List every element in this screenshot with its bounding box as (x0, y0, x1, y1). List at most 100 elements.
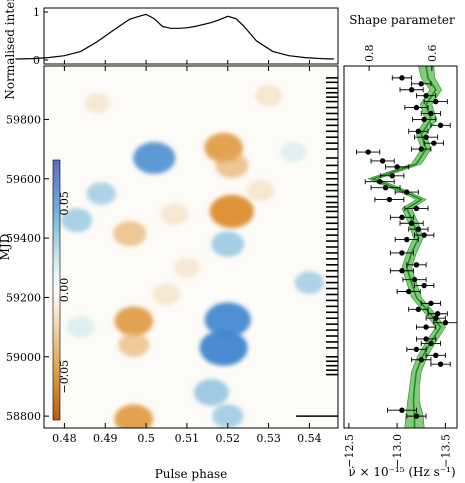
data-point (394, 236, 419, 243)
data-point (414, 232, 435, 238)
data-point (399, 87, 424, 93)
data-point (423, 98, 448, 105)
heatmap-blob (215, 152, 249, 179)
right-top-tick-label: 0.6 (426, 45, 439, 63)
heatmap-blob (118, 332, 150, 357)
heatmap-blobs (61, 85, 325, 428)
data-point (415, 92, 437, 99)
profile-panel: 01 Normalised intensity (3, 0, 339, 100)
heatmap-blob (199, 329, 248, 366)
data-point (420, 300, 442, 307)
heatmap-blob (280, 142, 306, 163)
heatmap-blob (67, 316, 95, 338)
heatmap-blob (254, 85, 283, 107)
right-x-tick-label: −13.0 (391, 434, 404, 468)
profile-frame (43, 7, 339, 65)
data-point (404, 205, 429, 212)
map-y-tick-label: 59600 (6, 173, 41, 186)
right-top-tick-label: 0.8 (363, 45, 376, 63)
data-point (420, 340, 442, 347)
data-point (415, 336, 437, 342)
data-point (374, 196, 405, 203)
data-point (399, 220, 424, 226)
data-point (411, 357, 432, 363)
map-x-tick-label: 0.52 (216, 432, 241, 445)
map-y-ticks: 58800 59000 59200 59400 59600 59800 (6, 113, 49, 423)
data-point (425, 315, 446, 321)
data-point (387, 407, 417, 413)
heatmap-blob (294, 271, 325, 294)
profile-y-tick-label: 1 (33, 6, 40, 19)
profile-line (15, 13, 334, 60)
map-x-tick-label: 0.54 (297, 432, 322, 445)
heatmap-blob (204, 302, 251, 338)
right-x-tick-label: −13.5 (439, 434, 452, 468)
data-point (427, 311, 448, 317)
map-x-ticks: 0.48 0.49 0.5 0.51 0.52 0.53 0.54 (52, 60, 322, 445)
map-y-tick-label: 59000 (6, 351, 41, 364)
map-y-tick-label: 59400 (6, 232, 41, 245)
map-y-tick-label: 59800 (6, 113, 41, 126)
data-point (408, 128, 429, 134)
heatmap-blob (61, 208, 93, 233)
profile-y-tick-label: 0 (33, 54, 40, 67)
data-point (385, 164, 410, 170)
heatmap-blob (113, 220, 147, 247)
data-point (423, 140, 444, 146)
heatmap-blob (114, 404, 154, 428)
data-point (406, 413, 427, 419)
data-point (396, 288, 421, 295)
right-frame (343, 65, 458, 429)
data-point (364, 179, 395, 185)
data-point (389, 268, 414, 274)
map-y-tick-label: 58800 (6, 410, 41, 423)
map-background (44, 66, 338, 428)
right-x-tick-label: −12.5 (343, 434, 356, 468)
map-y-tick-label: 59200 (6, 291, 41, 304)
right-top-ticks: 0.8 0.6 (363, 45, 439, 71)
data-point (370, 158, 395, 164)
profile-y-ticks: 01 (33, 6, 48, 67)
heatmap-blob (86, 182, 116, 205)
data-point (420, 110, 442, 117)
data-point (412, 116, 437, 123)
heatmap-blob (193, 379, 229, 406)
map-ylabel: MJD (0, 234, 12, 261)
data-point (408, 226, 429, 232)
map-x-tick-label: 0.5 (137, 432, 155, 445)
data-point (406, 262, 427, 268)
data-point (404, 104, 429, 111)
right-xlabel: ν̇ × 10⁻¹⁵ (Hz s⁻¹) (348, 465, 455, 479)
colorbar-ticks: 0.05 0.00 −0.05 (58, 191, 71, 393)
spin-down-panel: −12.5 −13.0 −13.5 0.8 0.6 ν̇ × 10⁻¹⁵ (Hz s⁻… (343, 13, 458, 479)
data-point (411, 146, 432, 152)
map-x-tick-label: 0.49 (93, 432, 118, 445)
profile-ylabel: Normalised intensity (3, 0, 17, 100)
heatmap-blob (114, 306, 154, 336)
colorbar-tick-label: 0.05 (58, 191, 71, 216)
data-point (415, 324, 437, 330)
data-point (411, 81, 432, 87)
heatmap-blob (133, 141, 176, 174)
data-point (430, 122, 451, 129)
data-point (391, 75, 413, 81)
map-xlabel: Pulse phase (155, 467, 228, 481)
data-point (408, 306, 429, 313)
right-x-ticks: −12.5 −13.0 −13.5 (343, 423, 452, 468)
data-point (394, 189, 419, 195)
heatmap-blob (160, 203, 189, 226)
data-point (370, 184, 401, 191)
data-point (414, 282, 435, 289)
heatmap-blob (174, 257, 200, 278)
heatmap-blob (84, 93, 110, 114)
data-point (430, 361, 451, 367)
map-x-tick-label: 0.51 (175, 432, 200, 445)
uncertainty-band (367, 66, 446, 428)
data-point (402, 276, 427, 283)
residual-map-panel: 0.05 0.00 −0.05 0.48 0.49 0.5 0.51 0.52 0.53 0.5… (0, 60, 339, 481)
data-point (425, 352, 446, 359)
data-point (414, 134, 439, 140)
map-x-tick-label: 0.53 (256, 432, 281, 445)
map-frame (43, 65, 339, 429)
